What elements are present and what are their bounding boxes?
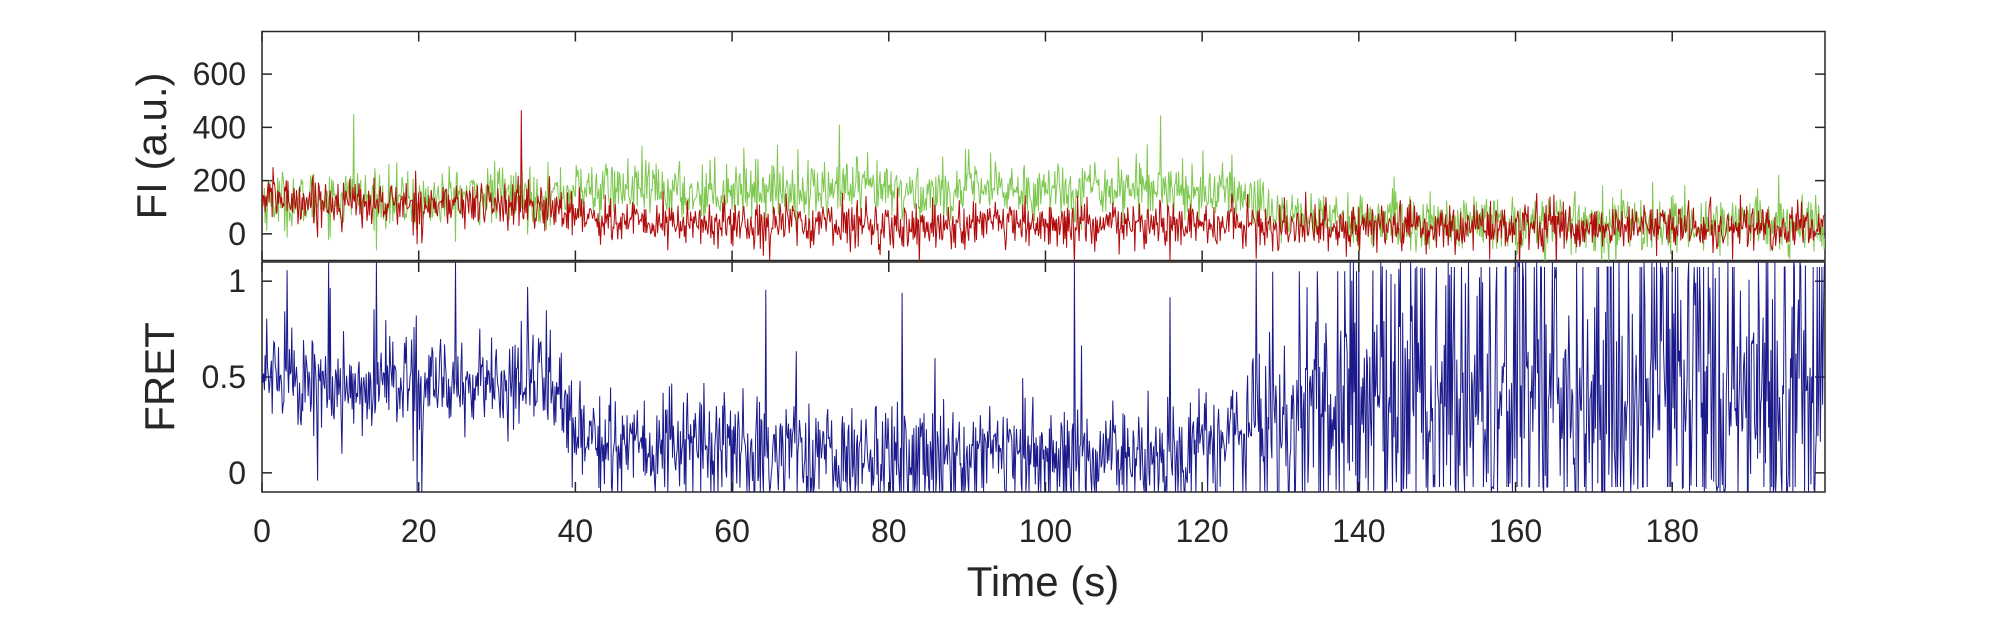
fluorescence-ticks: 0 200 400 600 (193, 56, 1825, 252)
time-x-axis: 0 20 40 60 80 100 120 140 160 180 (253, 31, 1699, 549)
time-x-tick-label: 40 (558, 513, 594, 549)
time-x-tick-label: 80 (871, 513, 907, 549)
fluorescence-plot-area (262, 110, 1825, 261)
fluorescence-y-tick-label: 0 (228, 216, 246, 252)
fluorescence-y-tick-label: 600 (193, 56, 246, 92)
time-x-tick-label: 20 (401, 513, 437, 549)
time-x-tick-label: 160 (1489, 513, 1542, 549)
fret-y-tick-label: 0 (228, 455, 246, 491)
fluorescence-panel: 0 200 400 600 FI (a.u.) (128, 30, 1826, 262)
fluorescence-y-tick-label: 200 (193, 163, 246, 199)
fret-efficiency-line (262, 262, 1825, 492)
fret-y-tick-label: 1 (228, 263, 246, 299)
time-x-axis-label: Time (s) (967, 558, 1119, 605)
donor-intensity-line (262, 113, 1825, 261)
time-x-tick-label: 60 (714, 513, 750, 549)
acceptor-intensity-line (262, 110, 1825, 261)
fluorescence-y-tick-label: 400 (193, 109, 246, 145)
fret-panel: 00.51 FRET (136, 261, 1826, 493)
time-x-tick-label: 120 (1175, 513, 1228, 549)
fluorescence-y-axis-label: FI (a.u.) (128, 72, 175, 219)
time-x-tick-label: 100 (1019, 513, 1072, 549)
fret-y-tick-label: 0.5 (202, 359, 246, 395)
time-x-tick-label: 0 (253, 513, 271, 549)
fret-y-axis-label: FRET (136, 322, 183, 432)
fluorescence-axes-frame (261, 30, 1826, 262)
time-x-tick-label: 140 (1332, 513, 1385, 549)
time-x-tick-label: 180 (1646, 513, 1699, 549)
fret-ticks: 00.51 (202, 263, 1825, 491)
fret-plot-area (262, 262, 1825, 492)
